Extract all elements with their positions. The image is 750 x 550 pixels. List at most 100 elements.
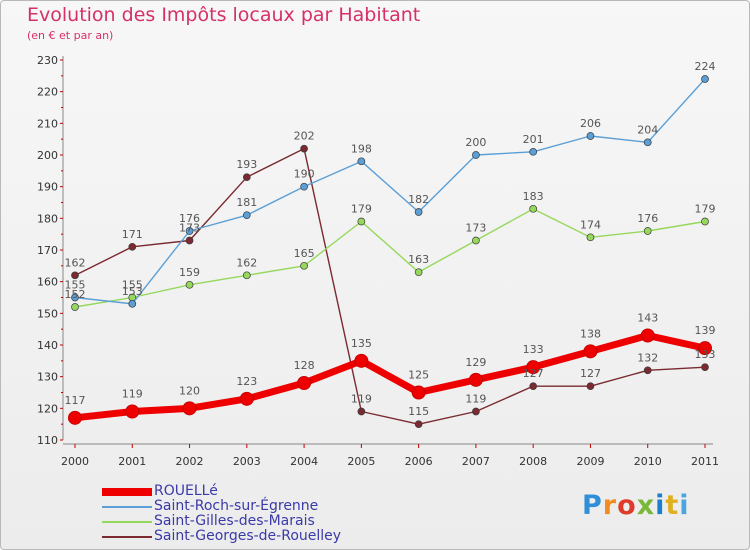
data-label: 119 bbox=[122, 388, 143, 401]
x-tick-label: 2002 bbox=[176, 455, 204, 468]
data-point bbox=[297, 376, 312, 390]
data-label: 165 bbox=[294, 247, 315, 260]
data-label: 183 bbox=[523, 190, 544, 203]
data-label: 125 bbox=[408, 369, 429, 382]
data-point bbox=[701, 217, 709, 226]
x-tick-label: 2006 bbox=[405, 455, 433, 468]
data-label: 193 bbox=[236, 158, 257, 171]
data-label: 115 bbox=[408, 405, 429, 418]
data-point bbox=[640, 328, 655, 343]
data-point bbox=[71, 303, 79, 311]
data-point bbox=[643, 366, 652, 375]
logo-letter: t bbox=[665, 490, 680, 521]
data-point bbox=[529, 147, 538, 156]
data-point bbox=[300, 261, 308, 270]
data-label: 119 bbox=[465, 393, 486, 406]
data-point bbox=[300, 182, 308, 191]
data-label: 162 bbox=[236, 256, 257, 269]
data-point bbox=[68, 410, 82, 425]
y-tick-label: 180 bbox=[37, 212, 58, 225]
data-point bbox=[468, 372, 483, 387]
data-point bbox=[242, 271, 251, 280]
data-point bbox=[414, 420, 423, 429]
axes: 110 120 130 140 150 160 170 180 190 200 210 220 230 2… bbox=[37, 54, 719, 468]
y-tick-label: 200 bbox=[37, 149, 58, 162]
data-label: 119 bbox=[351, 393, 372, 406]
legend-swatch bbox=[102, 488, 152, 496]
series-line-1 bbox=[74, 78, 706, 305]
data-point bbox=[300, 144, 308, 153]
data-point bbox=[586, 132, 595, 140]
data-label: 129 bbox=[465, 356, 486, 369]
legend-label: Saint-Roch-sur-Égrenne bbox=[154, 498, 319, 514]
data-point bbox=[128, 242, 137, 251]
x-tick-label: 2009 bbox=[576, 455, 604, 468]
data-label: 152 bbox=[65, 288, 86, 301]
data-point bbox=[71, 293, 79, 302]
data-label: 198 bbox=[351, 142, 372, 155]
y-tick-label: 160 bbox=[37, 276, 58, 289]
legend-swatch bbox=[102, 506, 152, 508]
x-tick-label: 2001 bbox=[118, 455, 146, 468]
data-label: 206 bbox=[580, 117, 601, 130]
data-label: 176 bbox=[637, 212, 658, 225]
data-label: 139 bbox=[695, 324, 716, 337]
data-label: 181 bbox=[236, 196, 257, 209]
data-point bbox=[125, 404, 140, 419]
data-point bbox=[71, 271, 79, 280]
data-label: 133 bbox=[523, 343, 544, 356]
data-point bbox=[472, 407, 480, 416]
legend-label: ROUELLé bbox=[154, 483, 218, 499]
y-tick-label: 140 bbox=[37, 339, 58, 352]
data-point bbox=[357, 217, 366, 226]
series-line-3 bbox=[74, 147, 706, 425]
data-point bbox=[701, 75, 709, 83]
chart-title: Evolution des Impôts locaux par Habitant bbox=[27, 4, 421, 26]
data-label: 162 bbox=[65, 256, 86, 269]
data-label: 143 bbox=[637, 312, 658, 325]
data-label: 174 bbox=[580, 218, 601, 231]
data-point bbox=[185, 227, 194, 235]
data-label: 138 bbox=[580, 327, 601, 340]
logo-letter: i bbox=[655, 490, 666, 521]
data-label: 201 bbox=[523, 133, 544, 146]
y-tick-label: 130 bbox=[37, 371, 58, 384]
y-tick-label: 110 bbox=[37, 434, 58, 447]
data-label: 173 bbox=[179, 222, 200, 235]
y-tick-label: 220 bbox=[37, 86, 58, 99]
data-point bbox=[185, 236, 194, 245]
logo-letter: r bbox=[602, 490, 618, 521]
chart-subtitle: (en € et par an) bbox=[27, 29, 114, 42]
x-tick-label: 2004 bbox=[290, 455, 318, 468]
data-label: 204 bbox=[637, 123, 658, 136]
data-label: 155 bbox=[122, 279, 143, 292]
data-point bbox=[643, 138, 652, 147]
series-line-2 bbox=[74, 208, 706, 308]
x-tick-label: 2007 bbox=[462, 455, 490, 468]
data-label: 163 bbox=[408, 253, 429, 266]
data-point bbox=[526, 360, 541, 375]
y-tick-label: 170 bbox=[37, 244, 58, 257]
data-point bbox=[414, 208, 423, 216]
data-point bbox=[586, 382, 595, 391]
x-tick-label: 2003 bbox=[233, 455, 261, 468]
x-tick-label: 2010 bbox=[634, 455, 662, 468]
data-label: 159 bbox=[179, 266, 200, 279]
x-tick-label: 2011 bbox=[691, 455, 719, 468]
data-label: 153 bbox=[122, 285, 143, 298]
legend-swatch bbox=[102, 521, 152, 523]
data-point bbox=[583, 344, 598, 359]
x-tick-label: 2005 bbox=[347, 455, 375, 468]
logo-letter: i bbox=[679, 490, 690, 521]
data-point bbox=[354, 353, 369, 368]
data-label: 127 bbox=[523, 367, 544, 380]
data-label: 135 bbox=[351, 337, 372, 350]
y-tick-label: 210 bbox=[37, 117, 58, 130]
legend-label: Saint-Georges-de-Rouelley bbox=[154, 528, 342, 544]
data-point bbox=[643, 227, 652, 235]
data-point bbox=[239, 391, 254, 406]
data-label: 120 bbox=[179, 384, 200, 397]
data-label: 127 bbox=[580, 367, 601, 380]
